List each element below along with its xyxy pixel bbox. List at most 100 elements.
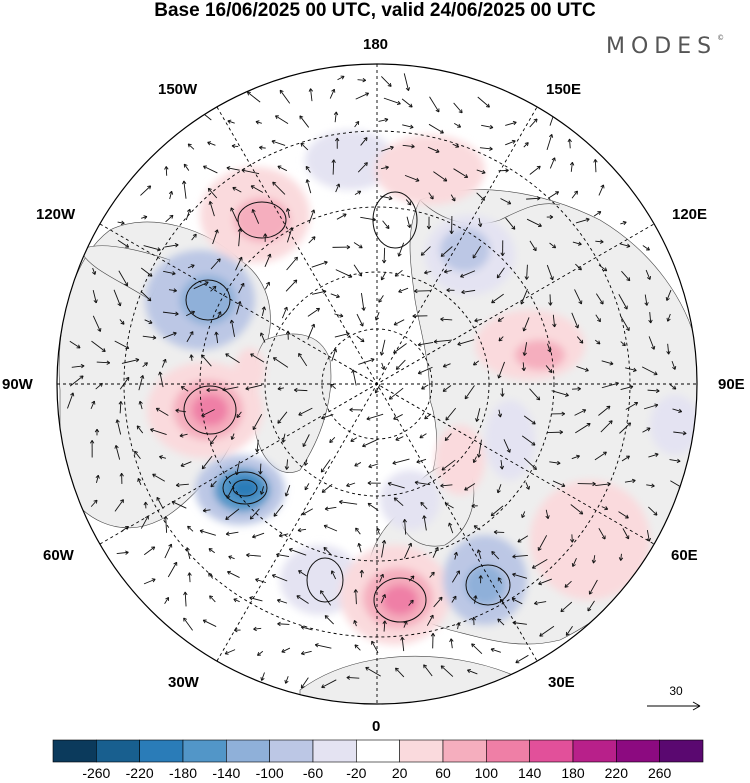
wind-vector-head <box>206 387 210 393</box>
contour-east-usa <box>222 471 268 505</box>
wind-vector-shaft <box>329 436 336 443</box>
wind-vector-shaft <box>334 111 337 123</box>
wind-vector-head <box>323 260 328 265</box>
wind-vector-shaft <box>277 599 288 604</box>
wind-vector-head <box>293 279 298 284</box>
wind-vector-head <box>217 311 222 316</box>
wind-vector-shaft <box>193 281 209 290</box>
wind-vector-head <box>578 300 583 305</box>
wind-vector-shaft <box>445 407 457 421</box>
wind-vector-head <box>449 638 454 643</box>
wind-vector-shaft <box>452 143 459 148</box>
wind-vector-shaft <box>365 667 381 677</box>
wind-vector-shaft <box>281 306 288 319</box>
wind-vector-shaft <box>532 559 548 569</box>
wind-vector-head <box>169 214 174 219</box>
wind-vector-head <box>588 590 593 595</box>
wind-vector-shaft <box>645 269 651 280</box>
wind-vector-head <box>405 87 411 91</box>
wind-vector-head <box>491 551 496 555</box>
wind-vector-shaft <box>250 185 264 193</box>
wind-vector-head <box>225 531 230 536</box>
wind-vector-shaft <box>121 526 129 532</box>
anomaly-aleutians <box>305 130 395 190</box>
wind-vector-head <box>233 598 238 603</box>
wind-vector-shaft <box>478 439 482 458</box>
wind-vector-shaft <box>116 419 122 435</box>
wind-vector-head <box>300 684 305 689</box>
wind-vector-head <box>512 120 517 126</box>
anomaly-east-europe-core <box>465 565 505 605</box>
wind-vector-head <box>251 209 256 213</box>
wind-vector-shaft <box>245 384 263 390</box>
wind-vector-shaft <box>227 120 235 124</box>
wind-vector-shaft <box>587 600 595 612</box>
wind-vector-head <box>207 141 212 146</box>
wind-vector-shaft <box>90 499 98 507</box>
wind-vector-shaft <box>226 483 236 499</box>
wind-vector-head <box>250 353 255 358</box>
wind-vector-head <box>651 483 655 488</box>
wind-vector-head <box>355 120 360 125</box>
wind-vector-shaft <box>217 311 222 319</box>
wind-vector-shaft <box>279 533 289 537</box>
wind-vector-head <box>564 583 569 588</box>
wind-vector-head <box>210 440 214 445</box>
wind-vector-shaft <box>393 343 407 354</box>
wind-vector-head <box>415 177 420 182</box>
wind-vector-shaft <box>402 124 414 128</box>
wind-vector-shaft <box>461 289 476 293</box>
wind-vector-shaft <box>644 294 648 306</box>
wind-vector-shaft <box>424 413 432 420</box>
wind-vector-head <box>380 276 385 281</box>
lon-label-180: 180 <box>363 36 389 53</box>
wind-vector-shaft <box>330 383 336 390</box>
wind-vector-shaft <box>150 428 167 435</box>
wind-vector-shaft <box>210 285 217 292</box>
wind-vector-head <box>359 322 364 327</box>
wind-vector-shaft <box>505 217 516 230</box>
wind-vector-head <box>300 651 305 656</box>
wind-vector-head <box>91 400 96 405</box>
wind-vector-shaft <box>142 362 148 368</box>
wind-vector-head <box>412 313 416 319</box>
wind-vector-shaft <box>545 509 549 519</box>
wind-vector-shaft <box>332 159 335 175</box>
wind-vector-shaft <box>418 342 434 346</box>
wind-vector-shaft <box>395 667 405 678</box>
wind-vector-shaft <box>137 478 142 486</box>
wind-vector-head <box>587 607 592 612</box>
wind-vector-shaft <box>624 480 636 483</box>
wind-vector-head <box>323 524 328 529</box>
wind-vector-shaft <box>672 408 682 413</box>
wind-vector-head <box>289 227 294 232</box>
wind-vector-shaft <box>260 332 266 343</box>
wind-vector-head <box>305 165 310 170</box>
wind-vector-shaft <box>181 386 189 392</box>
wind-vector-shaft <box>595 483 611 487</box>
wind-vector-shaft <box>289 548 307 556</box>
wind-vector-head <box>311 209 316 214</box>
anomaly-bering <box>375 135 485 205</box>
wind-vector-shaft <box>298 407 313 416</box>
wind-vector-head <box>603 267 608 272</box>
wind-vector-shaft <box>598 528 606 540</box>
wind-vector-shaft <box>190 354 193 361</box>
wind-vector-shaft <box>520 288 528 305</box>
wind-vector-head <box>273 512 278 517</box>
wind-vector-head <box>200 354 205 359</box>
colorbar-cell <box>529 739 574 763</box>
wind-vector-shaft <box>310 88 313 102</box>
map-disc <box>57 64 697 704</box>
wind-vector-head <box>551 157 556 162</box>
wind-vector-shaft <box>552 314 556 328</box>
wind-vector-head <box>561 483 566 488</box>
wind-vector-shaft <box>139 401 143 410</box>
wind-vector-shaft <box>188 572 191 583</box>
wind-vector-head <box>597 211 602 215</box>
wind-vector-head <box>158 371 163 376</box>
wind-vector-head <box>574 190 578 195</box>
wind-vector-shaft <box>371 640 379 654</box>
wind-vector-shaft <box>212 229 218 245</box>
wind-vector-shaft <box>232 187 242 193</box>
